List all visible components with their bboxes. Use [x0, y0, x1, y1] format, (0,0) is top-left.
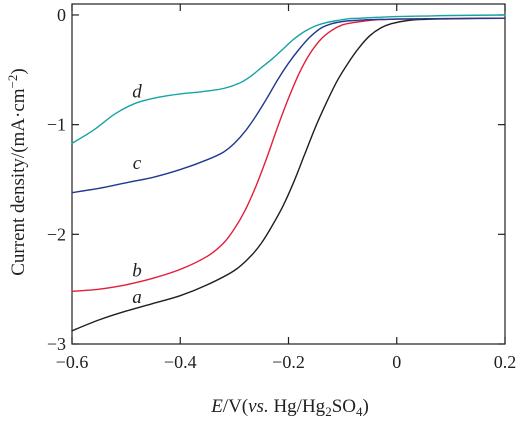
series-label-d: d [132, 82, 142, 103]
x-tick-label: 0.2 [494, 352, 517, 372]
curve-c [71, 17, 506, 194]
y-tick-label: −1 [47, 115, 66, 135]
series-curves [71, 14, 506, 332]
y-tick-label: −3 [47, 334, 66, 354]
curve-d [71, 14, 506, 144]
x-tick-label: −0.4 [164, 352, 197, 372]
y-tick-label: −2 [47, 224, 66, 244]
y-axis-title: Current density/(mA·cm−2) [5, 68, 29, 276]
axis-tick-labels: −0.6 −0.4 −0.2 0 0.2 0 −1 −2 −3 [47, 5, 516, 372]
x-tick-label: 0 [392, 352, 401, 372]
x-axis-title: E/V(vs. Hg/Hg2SO4) [210, 396, 369, 419]
series-label-c: c [133, 153, 142, 174]
series-label-a: a [132, 287, 142, 308]
y-tick-label: 0 [57, 5, 66, 25]
curve-a [71, 17, 506, 332]
series-labels: ab c d [132, 82, 142, 308]
x-tick-label: −0.6 [56, 352, 89, 372]
series-label-b: b [132, 261, 142, 282]
x-tick-label: −0.2 [272, 352, 305, 372]
